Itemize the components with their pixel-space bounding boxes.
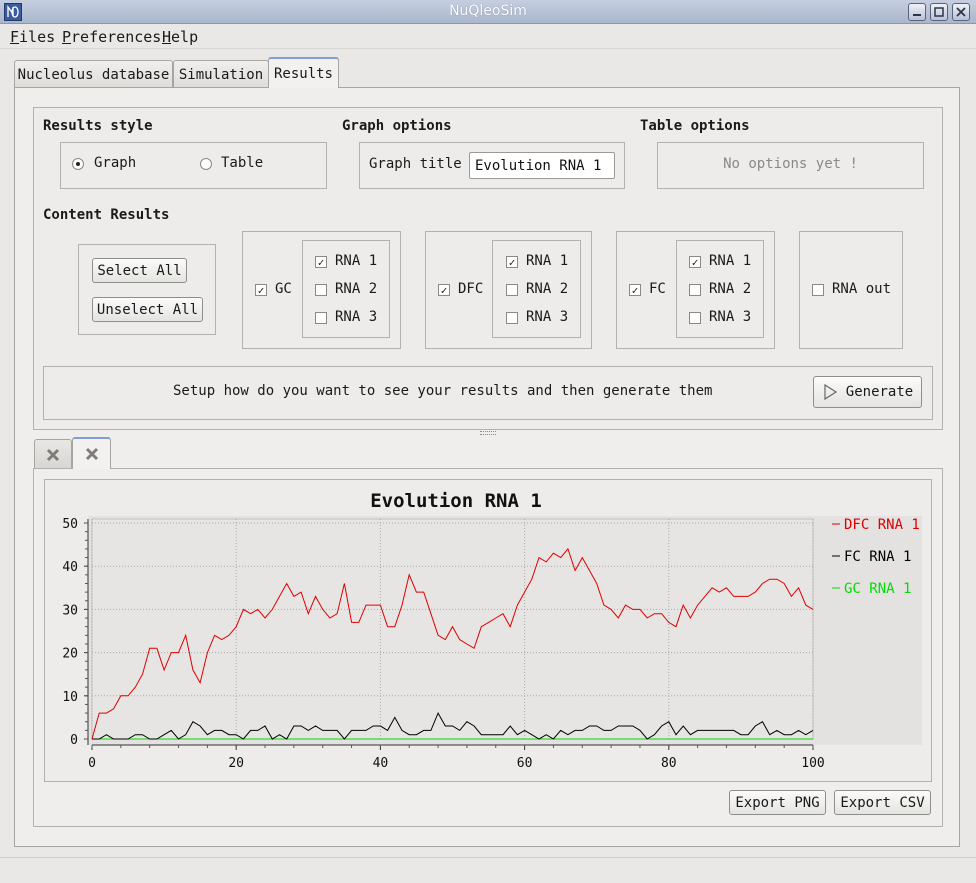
results-style-heading: Results style: [43, 118, 153, 134]
generate-button[interactable]: Generate: [813, 376, 922, 408]
table-options-heading: Table options: [640, 118, 750, 134]
close-icon: [956, 7, 966, 17]
fc-label[interactable]: FC: [649, 281, 666, 297]
y-tick-label: 40: [62, 560, 78, 575]
gc-rna3-label[interactable]: RNA 3: [335, 309, 378, 325]
table-radio-label[interactable]: Table: [221, 155, 264, 171]
chart-title: Evolution RNA 1: [370, 490, 542, 512]
splitter-handle[interactable]: [480, 431, 496, 435]
close-window-button[interactable]: [952, 3, 970, 21]
chart-tab-1[interactable]: [34, 439, 72, 469]
maximize-button[interactable]: [930, 3, 948, 21]
tab-nucleolus-database[interactable]: Nucleolus database: [14, 60, 173, 88]
x-tick-label: 40: [373, 756, 389, 771]
table-options-placeholder: No options yet !: [723, 156, 858, 172]
menu-help[interactable]: Help: [162, 28, 199, 46]
series-line-fc-rna-1: [92, 711, 814, 740]
app-icon: [4, 3, 22, 21]
select-all-button[interactable]: Select All: [92, 258, 187, 283]
play-icon: [824, 384, 837, 400]
legend-label: GC RNA 1: [844, 581, 911, 597]
minimize-icon: [913, 14, 921, 16]
tab-results[interactable]: Results: [268, 57, 339, 88]
fc-rna3-label[interactable]: RNA 3: [709, 309, 752, 325]
dfc-rna1-checkbox[interactable]: ✓: [506, 256, 518, 268]
fc-rna2-label[interactable]: RNA 2: [709, 281, 752, 297]
graph-radio[interactable]: [72, 158, 84, 174]
status-bar: [0, 857, 976, 883]
graph-title-input[interactable]: [469, 152, 615, 179]
export-csv-button[interactable]: Export CSV: [834, 790, 931, 815]
close-tab-icon[interactable]: [46, 448, 60, 462]
fc-rna2-checkbox[interactable]: [689, 284, 701, 296]
plot-area: [91, 518, 814, 740]
y-tick-label: 0: [70, 733, 78, 748]
gc-rna1-checkbox[interactable]: ✓: [315, 256, 327, 268]
series-line-dfc-rna-1: [91, 547, 814, 740]
gc-rna3-checkbox[interactable]: [315, 312, 327, 324]
gc-label[interactable]: GC: [275, 281, 292, 297]
export-png-button[interactable]: Export PNG: [729, 790, 826, 815]
close-tab-icon[interactable]: [85, 447, 99, 461]
gc-rna2-checkbox[interactable]: [315, 284, 327, 296]
dfc-rna2-checkbox[interactable]: [506, 284, 518, 296]
table-options-box: [657, 142, 924, 189]
dfc-rna1-label[interactable]: RNA 1: [526, 253, 569, 269]
generate-button-label: Generate: [845, 384, 914, 400]
x-tick-label: 20: [228, 756, 244, 771]
dfc-label[interactable]: DFC: [458, 281, 484, 297]
menu-files[interactable]: Files: [10, 28, 56, 46]
content-results-heading: Content Results: [43, 207, 170, 223]
menu-preferences[interactable]: Preferences: [62, 28, 162, 46]
menu-bar: Files Preferences Help: [0, 25, 976, 49]
gc-checkbox[interactable]: ✓: [255, 284, 267, 296]
x-tick-label: 60: [517, 756, 533, 771]
graph-options-heading: Graph options: [342, 118, 452, 134]
chart-tab-2[interactable]: [72, 437, 111, 469]
title-bar[interactable]: NuQleoSim: [0, 0, 976, 24]
fc-rna1-checkbox[interactable]: ✓: [689, 256, 701, 268]
x-tick-label: 80: [661, 756, 677, 771]
fc-rna1-label[interactable]: RNA 1: [709, 253, 752, 269]
table-radio[interactable]: [200, 158, 212, 174]
graph-title-label: Graph title: [369, 156, 462, 172]
y-tick-label: 30: [62, 603, 78, 618]
gc-rna2-label[interactable]: RNA 2: [335, 281, 378, 297]
results-style-box: [60, 142, 327, 189]
gc-rna1-label[interactable]: RNA 1: [335, 253, 378, 269]
x-tick-label: 100: [801, 756, 824, 771]
dfc-rna3-label[interactable]: RNA 3: [526, 309, 569, 325]
dfc-rna2-label[interactable]: RNA 2: [526, 281, 569, 297]
graph-radio-label[interactable]: Graph: [94, 155, 137, 171]
x-tick-label: 0: [88, 756, 96, 771]
y-tick-label: 50: [62, 517, 78, 532]
dfc-checkbox[interactable]: ✓: [438, 284, 450, 296]
y-tick-label: 10: [62, 690, 78, 705]
legend-label: DFC RNA 1: [844, 517, 920, 533]
window-title: NuQleoSim: [449, 3, 527, 19]
maximize-icon: [934, 7, 944, 17]
fc-checkbox[interactable]: ✓: [629, 284, 641, 296]
y-tick-label: 20: [62, 647, 78, 662]
tab-simulation[interactable]: Simulation: [173, 60, 269, 88]
unselect-all-button[interactable]: Unselect All: [92, 297, 203, 322]
minimize-button[interactable]: [908, 3, 926, 21]
dfc-rna3-checkbox[interactable]: [506, 312, 518, 324]
legend-label: FC RNA 1: [844, 549, 911, 565]
line-chart: Evolution RNA 1 0 10 20 30 40 50 0 20 40 60 80 100 D…: [62, 490, 922, 771]
rna-out-checkbox[interactable]: [812, 284, 824, 296]
rna-out-label[interactable]: RNA out: [832, 281, 892, 297]
fc-rna3-checkbox[interactable]: [689, 312, 701, 324]
generate-box: [43, 366, 933, 420]
generate-hint: Setup how do you want to see your result…: [173, 383, 713, 399]
